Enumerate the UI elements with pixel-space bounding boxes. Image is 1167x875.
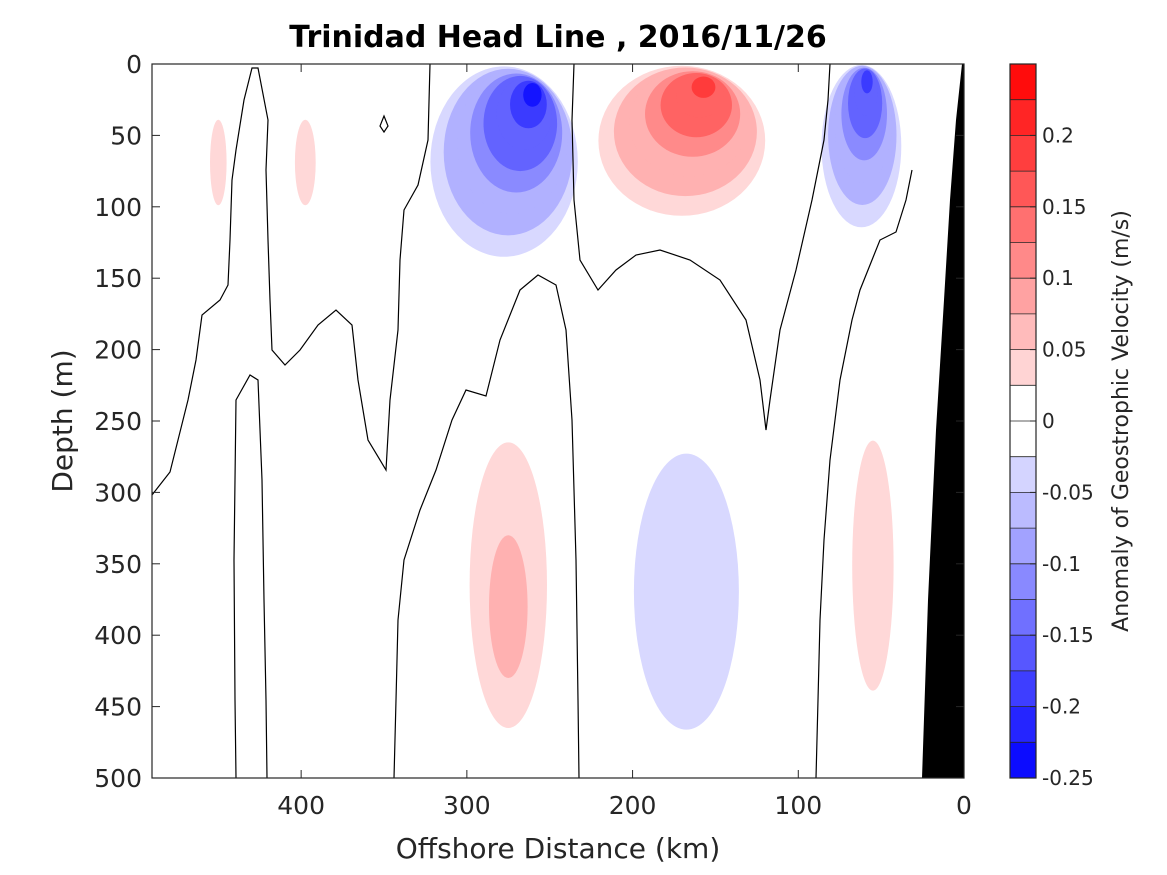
zero-contour-island (379, 114, 389, 134)
field-negative-core-55km (814, 64, 907, 250)
y-axis-label: Depth (m) (46, 349, 79, 492)
contour-level (152, 649, 219, 778)
colorbar-tick-label: 0.1 (1042, 266, 1074, 290)
colorbar-tick-label: -0.15 (1042, 623, 1094, 647)
field-positive-deep-270km (450, 349, 567, 778)
field-negative-deep-offshore (152, 649, 219, 778)
x-tick-label: 100 (774, 791, 822, 820)
x-tick-label: 300 (443, 791, 491, 820)
y-tick-label: 50 (110, 121, 142, 150)
colorbar-band (1010, 528, 1036, 565)
zero-contour-line (815, 169, 913, 778)
colorbar-tick-label: -0.25 (1042, 766, 1094, 790)
contour-level (691, 76, 716, 98)
x-axis-label: Offshore Distance (km) (396, 832, 721, 865)
colorbar-band (1010, 456, 1036, 493)
field-positive-core-offshore-top (201, 64, 235, 236)
contour-level (852, 440, 894, 691)
contour-level (294, 119, 316, 206)
y-tick-label: 200 (94, 336, 142, 365)
x-tick-label: 0 (956, 791, 972, 820)
contour-level (210, 119, 227, 206)
y-tick-label: 500 (94, 764, 142, 793)
y-tick-label: 350 (94, 550, 142, 579)
colorbar-band (1010, 135, 1036, 172)
field-positive-core-160km (582, 64, 774, 236)
colorbar-band (1010, 278, 1036, 315)
colorbar-band (1010, 492, 1036, 529)
field-positive-deep-60km (831, 278, 915, 778)
field-negative-core-260km (417, 64, 583, 279)
colorbar-band (1010, 171, 1036, 208)
colorbar-label: Anomaly of Geostrophic Velocity (m/s) (1109, 210, 1134, 632)
x-tick-label: 200 (609, 791, 657, 820)
contour-level (660, 543, 713, 682)
colorbar-band (1010, 706, 1036, 743)
chart-title: Trinidad Head Line , 2016/11/26 (289, 20, 826, 55)
colorbar-band (1010, 563, 1036, 600)
contour-level (861, 70, 873, 94)
contour-level (523, 83, 542, 107)
field-negative-deep-160km (607, 363, 766, 778)
y-tick-label: 400 (94, 621, 142, 650)
colorbar-tick-label: 0 (1042, 409, 1055, 433)
colorbar-band (1010, 206, 1036, 243)
y-tick-label: 0 (126, 50, 142, 79)
y-tick-label: 450 (94, 693, 142, 722)
colorbar-band (1010, 242, 1036, 279)
colorbar-band (1010, 99, 1036, 136)
colorbar-band (1010, 599, 1036, 636)
zero-contour-line (152, 64, 431, 496)
colorbar-tick-label: 0.2 (1042, 123, 1074, 147)
zero-contour-line (393, 274, 580, 778)
y-tick-label: 100 (94, 193, 142, 222)
colorbar-band (1010, 421, 1036, 458)
zero-contour-line (571, 64, 831, 431)
y-tick-label: 150 (94, 264, 142, 293)
contour-level (489, 535, 528, 678)
colorbar: 0.2 0.15 0.1 0.05 0 -0.05 -0.1 -0.15 -0.2 -0.25 (1009, 63, 1094, 790)
colorbar-band (1010, 385, 1036, 422)
colorbar-band (1010, 313, 1036, 351)
velocity-field (152, 64, 964, 778)
axes: 400 300 200 100 0 0 50 100 150 200 250 300 350 400 450… (94, 50, 972, 820)
colorbar-tick-label: 0.15 (1042, 195, 1087, 219)
colorbar-tick-label: -0.2 (1042, 695, 1081, 719)
colorbar-band (1010, 635, 1036, 672)
colorbar-tick-label: -0.1 (1042, 552, 1081, 576)
y-tick-label: 300 (94, 478, 142, 507)
x-tick-label: 400 (277, 791, 325, 820)
bathymetry (922, 64, 964, 778)
y-tick-label: 250 (94, 407, 142, 436)
field-positive-core-400km-top (284, 64, 326, 236)
zero-contour-line (233, 374, 268, 778)
colorbar-band (1010, 349, 1036, 386)
colorbar-tick-label: 0.05 (1042, 338, 1087, 362)
colorbar-band (1010, 742, 1036, 779)
colorbar-band (1010, 64, 1036, 101)
zero-contours (152, 64, 913, 778)
colorbar-band (1010, 670, 1036, 708)
colorbar-tick-label: -0.05 (1042, 480, 1094, 504)
